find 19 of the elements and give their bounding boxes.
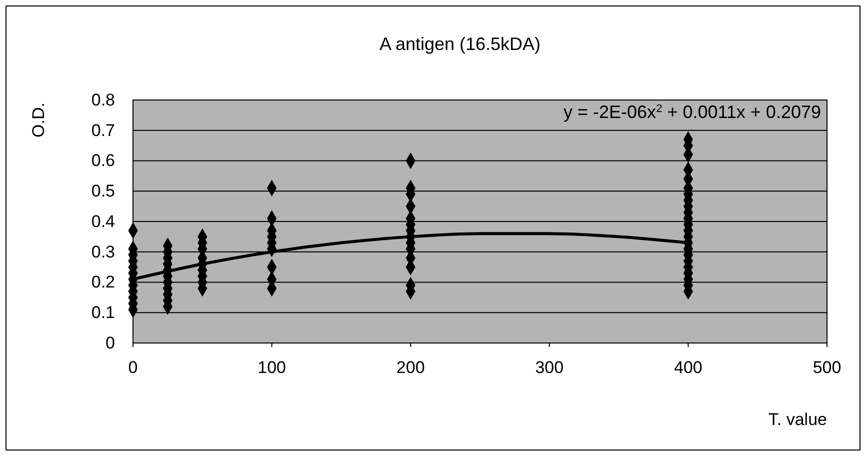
y-tick-label: 0.7 xyxy=(91,120,115,140)
y-tick-label: 0.3 xyxy=(91,242,115,262)
y-tick-label: 0.5 xyxy=(91,182,115,201)
y-tick-label: 0.8 xyxy=(91,90,115,110)
y-axis-title: O.D. xyxy=(29,102,48,138)
x-tick-label: 400 xyxy=(674,358,702,378)
x-tick-label: 100 xyxy=(258,358,286,378)
y-tick-label: 0.4 xyxy=(91,212,115,231)
x-tick-label: 0 xyxy=(128,358,138,378)
x-tick-label: 200 xyxy=(396,358,425,378)
x-tick-label: 500 xyxy=(812,358,842,378)
x-tick-label: 300 xyxy=(535,358,564,378)
y-tick-label: 0.2 xyxy=(91,272,115,292)
annotation: y = -2E-06x$^{2}$ + 0.0011x + 0.2079 xyxy=(564,102,821,122)
x-axis-title: T. value xyxy=(768,410,827,429)
y-tick-label: 0.1 xyxy=(91,303,115,322)
chart-title: A antigen (16.5kDA) xyxy=(379,34,541,54)
y-tick-label: 0.6 xyxy=(91,151,115,170)
y-tick-label: 0 xyxy=(106,333,115,352)
